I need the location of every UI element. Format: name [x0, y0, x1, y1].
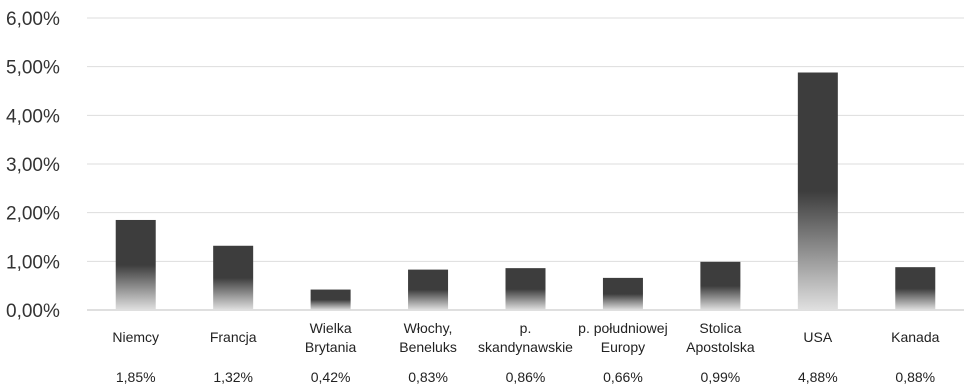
y-tick-label: 3,00%	[6, 155, 60, 176]
category-label: Wielka Brytania	[305, 320, 357, 355]
bar	[213, 245, 254, 310]
value-label: 1,85%	[116, 369, 156, 385]
value-label: 1,32%	[213, 369, 253, 385]
bar	[700, 261, 741, 310]
bar	[895, 267, 936, 310]
y-tick-label: 5,00%	[6, 58, 60, 79]
x-axis-category-labels: Niemcy Francja Wielka Brytania Włochy, Benelu…	[112, 320, 939, 355]
y-tick-label: 2,00%	[6, 204, 60, 225]
y-tick-label: 0,00%	[6, 301, 60, 322]
bar	[797, 72, 838, 310]
value-label: 0,99%	[701, 369, 741, 385]
value-label: 0,88%	[895, 369, 935, 385]
category-label: Francja	[210, 329, 257, 345]
category-label: p. skandynawskie	[478, 320, 573, 355]
category-label: USA	[803, 329, 832, 345]
y-tick-label: 1,00%	[6, 252, 60, 273]
value-label: 0,83%	[408, 369, 448, 385]
value-label: 0,42%	[311, 369, 351, 385]
category-label: Niemcy	[112, 329, 159, 345]
bar	[408, 269, 449, 310]
y-tick-label: 6,00%	[6, 9, 60, 30]
y-axis-tick-labels: 0,00% 1,00% 2,00% 3,00% 4,00% 5,00% 6,00%	[6, 9, 60, 322]
category-label: Włochy, Beneluks	[399, 320, 457, 355]
bar	[115, 219, 156, 310]
value-labels: 1,85% 1,32% 0,42% 0,83% 0,86% 0,66% 0,99% 4,88%…	[116, 369, 935, 385]
bars	[115, 72, 936, 310]
bar	[310, 289, 351, 310]
value-label: 0,86%	[506, 369, 546, 385]
value-label: 0,66%	[603, 369, 643, 385]
category-label: Kanada	[891, 329, 939, 345]
y-tick-label: 4,00%	[6, 106, 60, 127]
category-label: Stolica Apostolska	[686, 320, 755, 355]
bar	[505, 268, 546, 310]
category-label: p. południowej Europy	[578, 320, 668, 355]
value-label: 4,88%	[798, 369, 838, 385]
bar	[602, 277, 643, 310]
